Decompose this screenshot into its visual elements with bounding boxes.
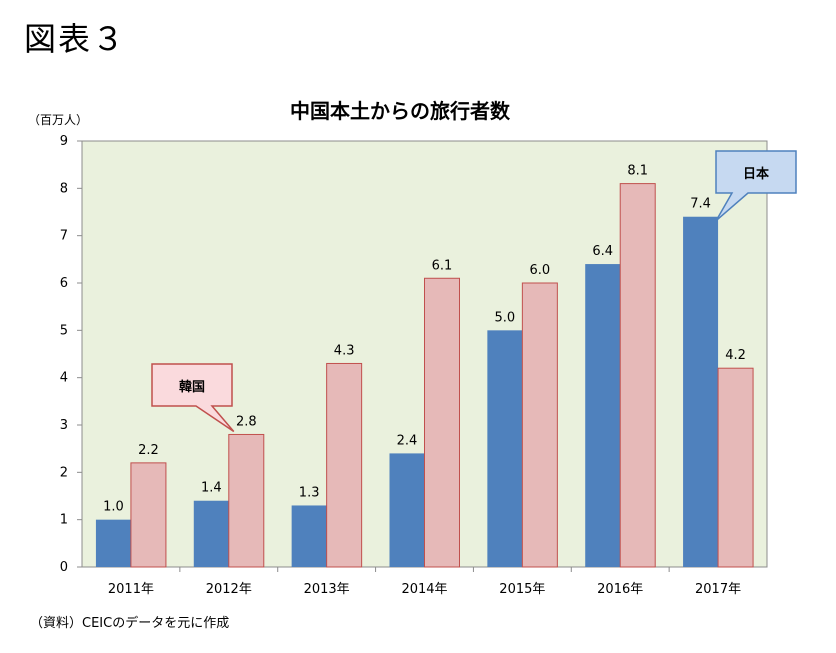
bar-series2: [326, 362, 363, 568]
bar-series2: [228, 433, 265, 568]
figure-label: 図表３: [24, 20, 127, 58]
data-label-series1: 1.4: [201, 481, 222, 496]
data-label-series2: 2.2: [138, 443, 159, 458]
y-tick-label: 9: [60, 134, 68, 149]
data-label-series2: 4.2: [725, 348, 746, 363]
x-tick-label: 2012年: [206, 582, 252, 597]
x-tick-label: 2016年: [597, 582, 643, 597]
x-tick-label: 2011年: [108, 582, 154, 597]
x-tick-label: 2015年: [499, 582, 545, 597]
data-label-series1: 2.4: [397, 433, 418, 448]
y-tick-label: 7: [60, 229, 68, 244]
bar-series2: [717, 367, 754, 568]
bar-series1: [291, 505, 327, 567]
y-tick-label: 8: [60, 181, 68, 196]
data-label-series2: 4.3: [334, 343, 355, 358]
chart-title: 中国本土からの旅行者数: [290, 99, 511, 123]
bar-series2: [619, 183, 656, 568]
y-tick-label: 1: [60, 513, 68, 528]
bar-series2: [424, 277, 460, 568]
y-tick-label: 2: [60, 465, 68, 480]
bar-series2: [130, 462, 167, 568]
bar-series1: [193, 500, 229, 567]
bar-series1: [389, 453, 425, 567]
y-tick-label: 0: [60, 560, 68, 575]
data-label-series1: 7.4: [690, 197, 711, 212]
y-tick-label: 5: [60, 323, 68, 338]
data-label-series2: 2.8: [236, 414, 257, 429]
bar-series1: [585, 264, 621, 567]
data-label-series1: 1.3: [299, 485, 320, 500]
x-tick-label: 2017年: [695, 582, 741, 597]
data-label-series2: 6.0: [530, 263, 551, 278]
source-note: （資料）CEICのデータを元に作成: [30, 616, 230, 631]
callout-series2: [151, 363, 235, 433]
bar-series1: [683, 216, 719, 567]
data-label-series1: 1.0: [103, 500, 124, 515]
bar-series1: [95, 519, 131, 567]
callout-series1-label: 日本: [743, 166, 769, 182]
data-label-series2: 6.1: [432, 258, 453, 273]
data-label-series1: 6.4: [592, 244, 613, 259]
data-label-series2: 8.1: [627, 164, 648, 179]
data-label-series1: 5.0: [495, 310, 516, 325]
x-tick-label: 2013年: [304, 582, 350, 597]
y-axis-unit-label: （百万人）: [28, 113, 88, 127]
callout-series1: [715, 150, 797, 222]
y-tick-label: 4: [60, 371, 68, 386]
x-tick-label: 2014年: [401, 582, 447, 597]
callout-series2-label: 韓国: [179, 379, 205, 395]
bar-series2: [521, 282, 558, 568]
bar-series1: [487, 330, 523, 567]
y-tick-label: 3: [60, 418, 68, 433]
y-tick-label: 6: [60, 276, 68, 291]
